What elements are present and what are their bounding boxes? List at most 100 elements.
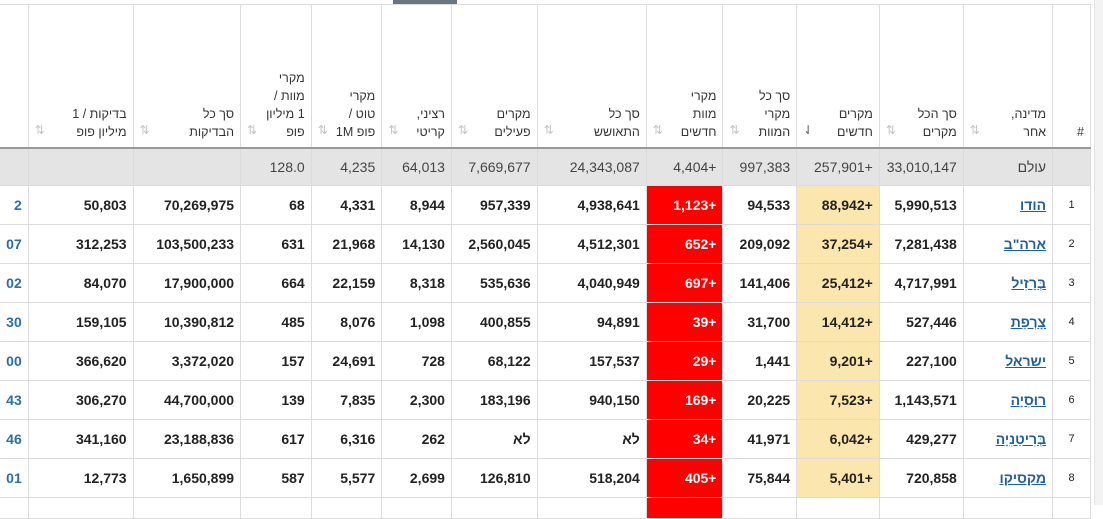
country-link[interactable]: צָרְפַת xyxy=(1010,314,1047,330)
partial-column-value-cell: 00 xyxy=(0,341,29,381)
empty-cell xyxy=(310,497,383,519)
empty-cell xyxy=(240,497,312,519)
sort-icon[interactable]: ⇅ xyxy=(317,123,328,137)
cases-per-1m-cell: 24,691 xyxy=(310,341,383,381)
new-deaths-cell: +34 xyxy=(645,419,724,459)
row-num-cell: 8 xyxy=(1052,458,1091,498)
table-row-partial xyxy=(0,497,1091,519)
total-tests-cell: 1,650,899 xyxy=(132,458,242,498)
country-link-cell: בְּרָזִיל xyxy=(962,263,1054,303)
sort-icon[interactable]: ⇅ xyxy=(652,123,663,137)
deaths-per-1m-cell: 139 xyxy=(240,380,312,420)
total-deaths-cell: 209,092 xyxy=(722,224,798,264)
tests-per-1m-cell: 341,160 xyxy=(27,419,134,459)
total-deaths-cell: 141,406 xyxy=(722,263,798,303)
total-recovered-cell: 4,040,949 xyxy=(536,263,647,303)
header-serious[interactable]: רציני, קריטי ⇅ xyxy=(381,4,452,149)
country-link[interactable]: בְּרָזִיל xyxy=(1011,275,1047,291)
header-new-cases[interactable]: מקרים חדשים ⇃ xyxy=(796,4,880,149)
tests-per-1m-cell: 312,253 xyxy=(27,224,134,264)
deaths-per-1m-cell: 664 xyxy=(240,263,312,303)
table-row: 6 רוּסִיָה 1,143,571 +7,523 20,225 +169 940,15… xyxy=(0,380,1091,420)
deaths-per-1m-cell: 617 xyxy=(240,419,312,459)
cases-per-1m-cell: 5,577 xyxy=(310,458,383,498)
active-cases-cell: 126,810 xyxy=(450,458,538,498)
total-deaths-cell: 20,225 xyxy=(722,380,798,420)
active-cases-cell: 957,339 xyxy=(450,185,538,225)
header-deaths-per-1m[interactable]: מקרי מוות / 1 מיליון פופ ⇅ xyxy=(240,4,312,149)
cases-per-1m-cell: 8,076 xyxy=(310,302,383,342)
header-num[interactable]: # xyxy=(1052,4,1091,149)
deaths-per-1m-cell: 631 xyxy=(240,224,312,264)
country-link[interactable]: בְּרִיטַנִיָה xyxy=(995,431,1047,447)
deaths-per-1m-cell: 157 xyxy=(240,341,312,381)
new-cases-cell: +14,412 xyxy=(796,302,880,342)
active-cases-cell: 400,855 xyxy=(450,302,538,342)
tests-per-1m-cell: 12,773 xyxy=(27,458,134,498)
partial-column-value-cell: 2 xyxy=(0,185,29,225)
sort-desc-icon[interactable]: ⇃ xyxy=(803,123,813,137)
country-link[interactable]: מקסיקו xyxy=(999,470,1047,486)
sort-icon[interactable]: ⇅ xyxy=(729,123,739,137)
sort-icon[interactable]: ⇅ xyxy=(139,123,150,137)
header-tests-per-1m[interactable]: בדיקות / 1 מיליון פופ ⇅ xyxy=(27,4,134,149)
new-deaths-cell: +697 xyxy=(645,263,724,303)
country-link[interactable]: ישראל xyxy=(1005,353,1047,369)
sort-icon[interactable]: ⇅ xyxy=(885,123,896,137)
world-serious: 64,013 xyxy=(381,147,452,186)
country-link-cell: ארה"ב xyxy=(962,224,1054,264)
header-cases-per-1m[interactable]: מקרי טוט / פופ 1M ⇅ xyxy=(310,4,383,149)
serious-critical-cell: 8,944 xyxy=(381,185,452,225)
header-total-deaths[interactable]: סך כל מקרי המוות ⇅ xyxy=(722,4,798,149)
total-deaths-cell: 94,533 xyxy=(722,185,798,225)
table-row: 1 הודו 5,990,513 +88,942 94,533 +1,123 4,938,6… xyxy=(0,185,1091,225)
header-new-deaths[interactable]: מקרי מוות חדשים ⇅ xyxy=(645,4,724,149)
total-tests-cell: 17,900,000 xyxy=(132,263,242,303)
country-link[interactable]: ארה"ב xyxy=(1003,236,1047,252)
row-num-cell: 2 xyxy=(1052,224,1091,264)
total-deaths-cell: 31,700 xyxy=(722,302,798,342)
sort-icon[interactable]: ⇅ xyxy=(969,123,980,137)
header-total-recovered[interactable]: סך כל התאושש ⇅ xyxy=(536,4,647,149)
new-deaths-cell: +405 xyxy=(645,458,724,498)
new-deaths-cell: +652 xyxy=(645,224,724,264)
sort-icon[interactable]: ⇅ xyxy=(457,123,468,137)
country-link[interactable]: הודו xyxy=(1019,197,1047,213)
country-link[interactable]: רוּסִיָה xyxy=(1010,392,1047,408)
header-total-cases[interactable]: סך הכל מקרים ⇅ xyxy=(878,4,964,149)
tests-per-1m-cell: 159,105 xyxy=(27,302,134,342)
serious-critical-cell: 262 xyxy=(381,419,452,459)
empty-cell xyxy=(536,497,647,519)
empty-cell xyxy=(27,497,134,519)
sort-icon[interactable]: ⇅ xyxy=(247,123,257,137)
empty-cell xyxy=(132,497,242,519)
header-active-cases[interactable]: מקרים פעילים ⇅ xyxy=(450,4,538,149)
table-row: 7 בְּרִיטַנִיָה 429,277 +6,042 41,971 +34 לא לא… xyxy=(0,419,1091,459)
partial-column-value-cell: 02 xyxy=(0,263,29,303)
country-link-cell: הודו xyxy=(962,185,1054,225)
header-country[interactable]: מדינה, אחר ⇅ xyxy=(962,4,1054,149)
empty-cell xyxy=(722,497,798,519)
sort-icon[interactable]: ⇅ xyxy=(34,123,45,137)
country-link-cell: מקסיקו xyxy=(962,458,1054,498)
world-num xyxy=(1052,147,1091,186)
table-row: 4 צָרְפַת 527,446 +14,412 31,700 +39 94,891 400… xyxy=(0,302,1091,342)
total-recovered-cell: 4,938,641 xyxy=(536,185,647,225)
vertical-scrollbar[interactable] xyxy=(1094,0,1103,505)
deaths-per-1m-cell: 587 xyxy=(240,458,312,498)
total-cases-cell: 1,143,571 xyxy=(878,380,964,420)
new-deaths-cell: +169 xyxy=(645,380,724,420)
world-cases-per-1m: 4,235 xyxy=(310,147,383,186)
serious-critical-cell: 2,300 xyxy=(381,380,452,420)
cases-per-1m-cell: 6,316 xyxy=(310,419,383,459)
active-cases-cell: לא xyxy=(450,419,538,459)
sort-icon[interactable]: ⇅ xyxy=(543,123,554,137)
new-cases-cell: +6,042 xyxy=(796,419,880,459)
row-num-cell: 4 xyxy=(1052,302,1091,342)
empty-cell xyxy=(0,497,29,519)
new-cases-cell: +88,942 xyxy=(796,185,880,225)
total-cases-cell: 227,100 xyxy=(878,341,964,381)
row-num-cell: 7 xyxy=(1052,419,1091,459)
sort-icon[interactable]: ⇅ xyxy=(388,123,398,137)
header-total-tests[interactable]: סך כל הבדיקות ⇅ xyxy=(132,4,242,149)
